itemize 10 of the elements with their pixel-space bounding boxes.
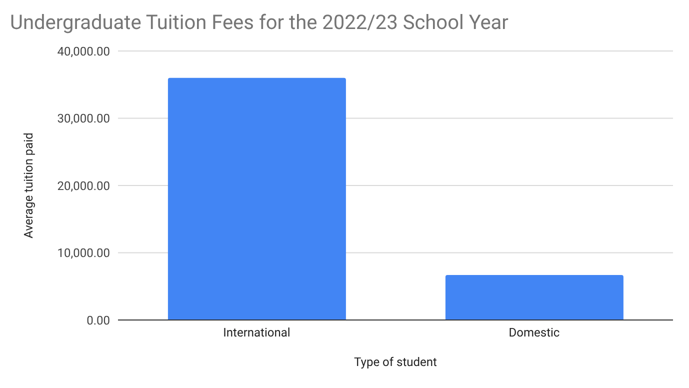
y-axis-title: Average tuition paid	[21, 132, 36, 238]
y-tick-label: 10,000.00	[57, 246, 110, 260]
y-tick-label: 30,000.00	[57, 112, 110, 126]
y-tick-label: 0.00	[86, 313, 110, 328]
x-tick-label: Domestic	[508, 326, 560, 340]
y-tick-label: 40,000.00	[57, 44, 110, 58]
y-tick-label: 20,000.00	[57, 178, 110, 193]
x-tick-label: International	[223, 326, 290, 340]
chart-title: Undergraduate Tuition Fees for the 2022/23 School Year	[10, 10, 508, 34]
x-axis-title: Type of student	[354, 355, 438, 369]
